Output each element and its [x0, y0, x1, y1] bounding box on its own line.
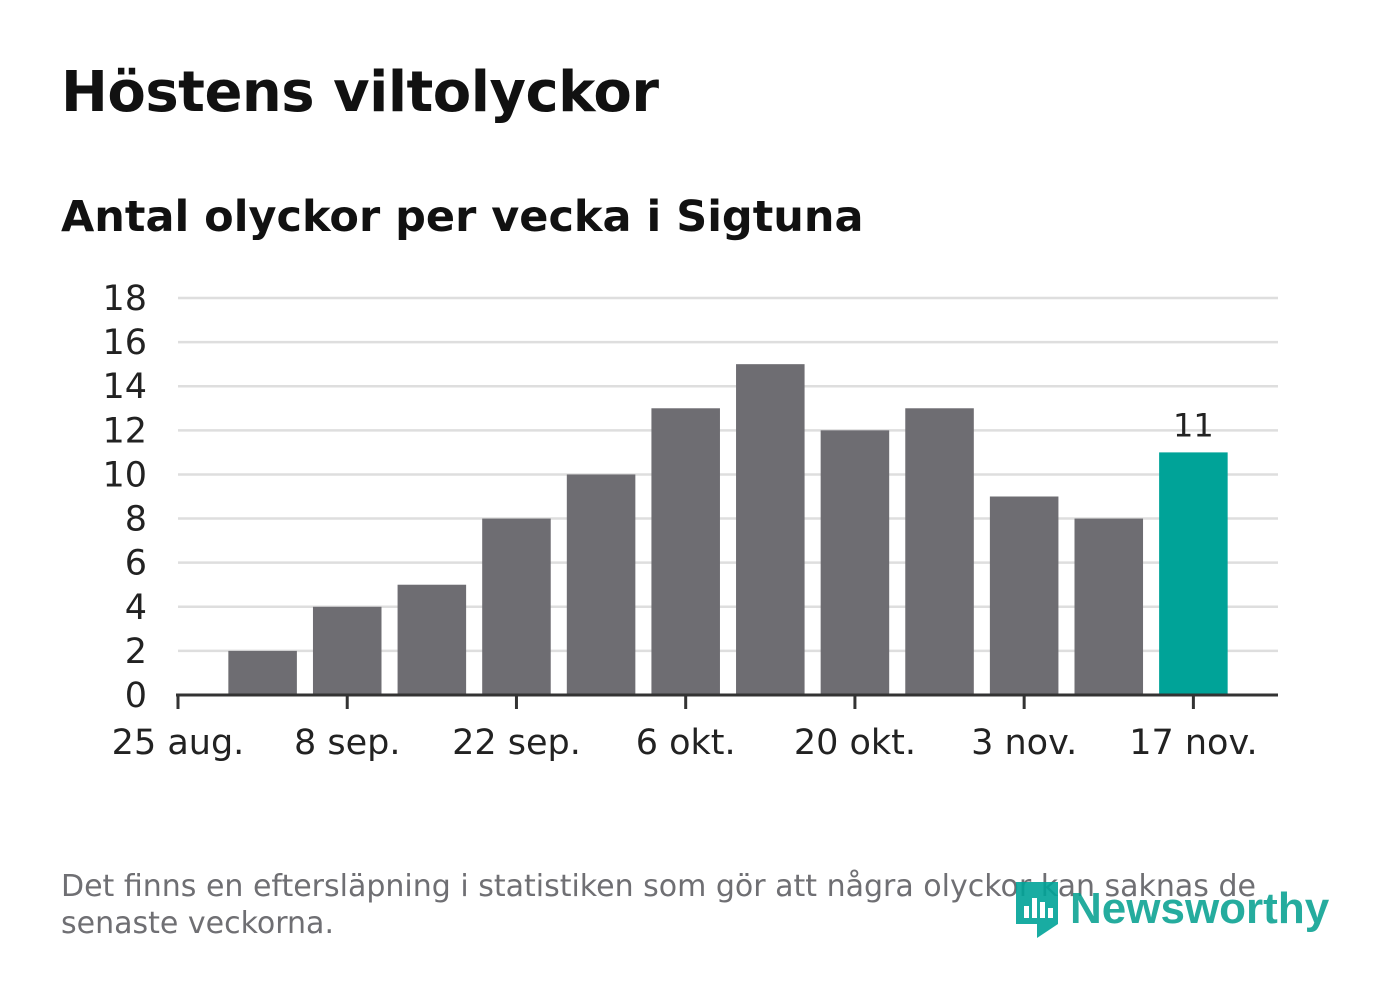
data-labels: 11: [1173, 406, 1214, 444]
x-tick-label: 3 nov.: [971, 723, 1077, 763]
bar: [1074, 518, 1144, 695]
x-tick-label: 22 sep.: [452, 723, 581, 763]
bar: [566, 474, 636, 695]
x-tick-label: 20 okt.: [794, 723, 916, 763]
brand-name: Newsworthy: [1070, 884, 1330, 933]
bar: [228, 650, 297, 695]
y-tick-label: 2: [125, 632, 147, 672]
y-tick-label: 8: [125, 500, 147, 540]
bar: [1159, 452, 1228, 695]
x-tick-label: 25 aug.: [112, 723, 245, 763]
y-tick-label: 16: [102, 323, 147, 363]
bars: [228, 364, 1228, 695]
y-tick-label: 0: [125, 676, 147, 716]
data-label: 11: [1173, 406, 1214, 444]
y-tick-label: 10: [102, 455, 147, 495]
y-tick-label: 14: [102, 367, 147, 407]
bar: [989, 496, 1059, 695]
brand-logo: Newsworthy: [1012, 878, 1329, 940]
newsworthy-logo-icon: [1016, 882, 1058, 938]
chart-subtitle: Antal olyckor per vecka i Sigtuna: [61, 192, 864, 242]
bar: [482, 518, 551, 695]
bar: [312, 606, 382, 695]
x-tick-label: 8 sep.: [294, 723, 401, 763]
chart-title: Höstens viltolyckor: [61, 60, 659, 125]
bar: [905, 408, 974, 695]
bar: [736, 364, 805, 695]
y-tick-label: 18: [102, 279, 147, 319]
x-axis-labels: 25 aug. 8 sep. 22 sep. 6 okt. 20 okt. 3 nov. 1…: [112, 723, 1258, 763]
y-tick-label: 12: [102, 411, 147, 451]
x-tick-label: 6 okt.: [636, 723, 736, 763]
y-tick-label: 4: [125, 588, 147, 628]
bar: [820, 430, 890, 695]
bar: [651, 408, 720, 695]
x-tick-label: 17 nov.: [1129, 723, 1257, 763]
bar: [397, 584, 467, 695]
y-tick-label: 6: [125, 544, 147, 584]
x-axis: [176, 693, 1278, 709]
